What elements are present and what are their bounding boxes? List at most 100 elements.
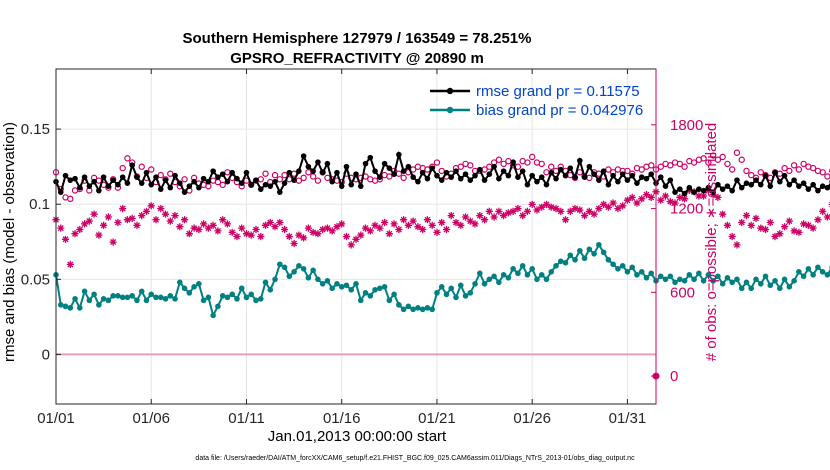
bias-point — [391, 291, 397, 298]
obs-possible-point — [757, 169, 764, 176]
obs-assimilated-point — [714, 193, 722, 201]
bias-point — [277, 261, 283, 268]
rmse-point — [615, 178, 621, 185]
chart-title: Southern Hemisphere 127979 / 163549 = 78… — [183, 30, 532, 47]
bias-point — [643, 275, 650, 281]
bias-point — [791, 278, 797, 284]
bias-point — [538, 272, 545, 278]
obs-assimilated-point — [381, 218, 389, 227]
obs-possible-point — [624, 167, 631, 175]
obs-assimilated-point — [285, 232, 293, 241]
obs-possible-point — [148, 166, 155, 173]
bias-point — [605, 256, 612, 263]
obs-assimilated-point — [338, 220, 346, 228]
obs-possible-point — [705, 159, 712, 166]
rmse-point — [186, 183, 193, 189]
obs-possible-point — [781, 164, 788, 172]
rmse-point — [819, 183, 826, 189]
bias-point — [738, 285, 745, 292]
y2-tick-label: 1800 — [670, 117, 703, 134]
obs-possible-point — [67, 195, 74, 203]
rmse-point — [291, 177, 297, 183]
obs-possible-point — [748, 171, 755, 179]
bias-point — [234, 296, 240, 302]
obs-possible-point — [786, 167, 793, 175]
bias-point — [824, 272, 830, 278]
obs-assimilated-point — [342, 232, 351, 241]
rmse-point — [572, 174, 578, 180]
bias-point — [815, 264, 821, 271]
obs-assimilated-point — [328, 227, 336, 235]
rmse-point — [410, 174, 416, 180]
rmse-point — [462, 171, 469, 177]
bias-point — [205, 294, 212, 301]
bias-point — [467, 290, 474, 296]
x-tick-label: 01/21 — [418, 410, 456, 427]
obs-assimilated-point — [242, 230, 251, 238]
obs-assimilated-point — [576, 206, 584, 214]
obs-assimilated-point — [104, 213, 112, 221]
bias-point — [272, 276, 278, 283]
bias-point — [315, 276, 321, 283]
obs-assimilated-point — [733, 241, 741, 249]
obs-possible-point — [181, 176, 188, 183]
obs-assimilated-point — [176, 223, 184, 231]
bias-point — [724, 275, 731, 281]
obs-assimilated-point — [119, 205, 127, 213]
bias-point — [110, 293, 116, 299]
obs-possible-point — [124, 155, 131, 162]
bias-point — [457, 282, 464, 289]
obs-assimilated-point — [61, 235, 70, 243]
rmse-point — [191, 178, 197, 185]
rmse-point — [100, 174, 107, 180]
obs-assimilated-point — [114, 218, 122, 227]
rmse-point — [757, 181, 764, 188]
obs-assimilated-point — [804, 221, 812, 229]
obs-possible-point — [157, 171, 164, 179]
obs-assimilated-point — [423, 216, 431, 224]
bias-point — [629, 264, 635, 271]
rmse-point — [386, 165, 393, 171]
obs-assimilated-point — [795, 228, 803, 236]
bias-point — [181, 285, 188, 292]
rmse-point — [343, 163, 350, 170]
bias-point — [81, 288, 88, 295]
bias-point — [634, 272, 640, 278]
rmse-point — [638, 174, 645, 180]
obs-assimilated-point — [161, 210, 170, 218]
bias-point — [67, 305, 74, 311]
bias-point — [600, 249, 607, 256]
bias-point — [534, 276, 540, 283]
rmse-point — [762, 172, 769, 179]
bias-point — [719, 281, 726, 287]
bias-point — [500, 272, 507, 278]
obs-possible-point — [795, 166, 803, 173]
bias-point — [729, 279, 735, 286]
obs-assimilated-point — [666, 198, 674, 206]
obs-assimilated-point — [133, 221, 141, 229]
obs-assimilated-point — [261, 221, 270, 229]
obs-assimilated-point — [252, 225, 260, 234]
rmse-point — [400, 168, 407, 174]
bias-point — [610, 261, 616, 268]
rmse-point — [134, 174, 140, 180]
rmse-point — [224, 178, 231, 185]
rmse-point — [648, 171, 655, 177]
obs-assimilated-point — [109, 238, 117, 246]
obs-possible-point — [524, 159, 531, 166]
obs-assimilated-point — [557, 207, 565, 215]
bias-point — [424, 305, 431, 311]
rmse-point — [243, 169, 250, 176]
obs-assimilated-point — [190, 224, 198, 232]
obs-assimilated-point — [823, 213, 830, 221]
obs-assimilated-point — [819, 207, 827, 215]
y2-tick-label: 600 — [670, 284, 695, 301]
bias-point — [124, 294, 131, 301]
obs-assimilated-point — [171, 212, 179, 220]
obs-assimilated-point — [295, 231, 303, 239]
obs-assimilated-point — [523, 207, 531, 215]
rmse-point — [162, 177, 169, 183]
bias-point — [319, 281, 326, 287]
bias-point — [648, 270, 655, 277]
y2-axis-title: # of obs: o=possible; ∗=assimilated — [703, 123, 720, 362]
